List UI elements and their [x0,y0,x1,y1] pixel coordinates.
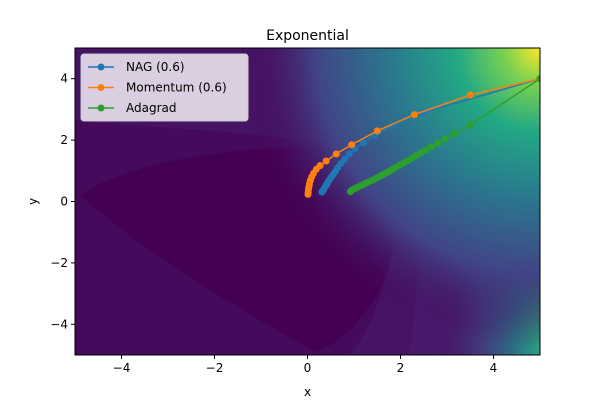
legend-marker [97,104,105,112]
data-point [422,146,430,154]
y-tick-label: 4 [60,72,68,86]
y-axis-label: y [26,198,40,205]
data-point [359,139,367,147]
legend-item: NAG (0.6) [88,60,185,74]
x-tick-label: −4 [113,361,131,375]
legend-marker [97,63,105,71]
y-tick-label: 2 [60,133,68,147]
x-tick-label: 2 [397,361,405,375]
legend-marker [97,84,105,91]
data-point [345,150,353,158]
y-axis-ticks: −4 −2 0 2 4 [50,72,75,331]
legend-item: Momentum (0.6) [88,81,227,95]
data-point [346,188,354,196]
x-tick-label: −2 [206,361,224,375]
data-point [318,188,326,196]
legend-label: Momentum (0.6) [126,81,227,95]
x-axis-ticks: −4 −2 0 2 4 [113,355,498,375]
data-point [466,91,474,99]
data-point [536,75,540,83]
y-tick-label: −2 [50,256,68,270]
data-point [304,190,312,198]
data-point [322,157,330,165]
data-point [373,127,381,135]
chart-title: Exponential [266,28,349,44]
data-point [466,121,474,129]
legend-box [80,53,249,122]
data-point [332,150,340,158]
data-point [427,143,435,151]
data-point [410,111,418,119]
y-tick-label: 0 [60,195,68,209]
data-point [434,139,442,147]
series-2 [346,75,540,196]
y-tick-label: −4 [50,317,68,331]
series-0 [318,75,540,196]
legend-label: Adagrad [126,101,177,115]
x-tick-label: 0 [304,361,312,375]
contour-background [75,48,540,355]
x-axis-label: x [304,385,311,399]
legend-item: Adagrad [88,101,177,115]
data-point [441,135,449,143]
series-layer [304,75,540,198]
data-point [348,141,356,149]
legend-label: NAG (0.6) [126,60,185,74]
x-tick-label: 4 [490,361,498,375]
legend: NAG (0.6) Momentum (0.6) Adagrad [80,53,249,122]
data-point [450,130,458,138]
